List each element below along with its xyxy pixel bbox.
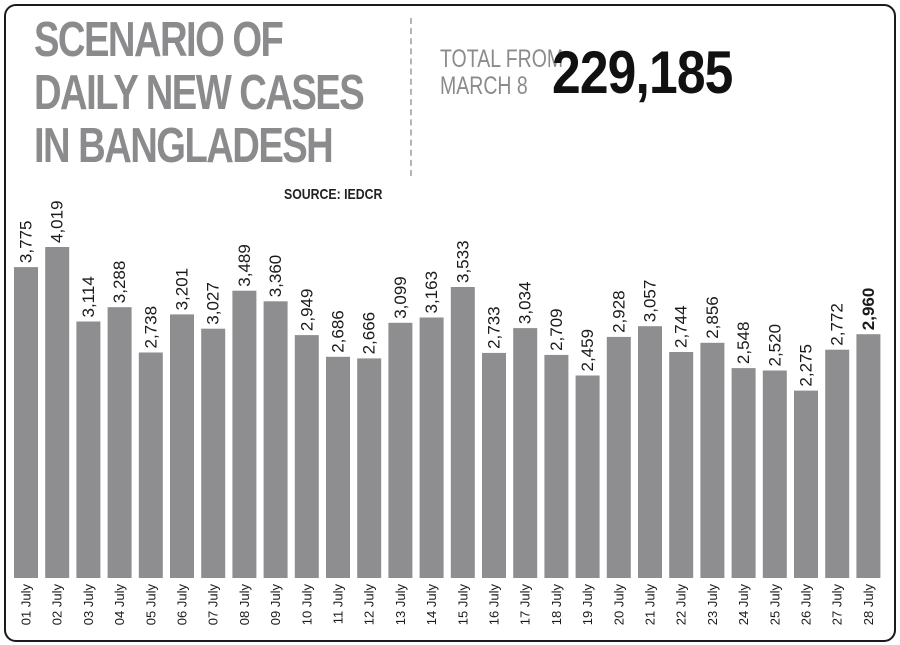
value-label: 3,034	[516, 282, 535, 325]
bar-14-july	[419, 317, 444, 578]
value-label: 2,856	[703, 296, 722, 339]
value-label: 2,709	[547, 308, 566, 351]
value-label: 2,666	[360, 312, 379, 355]
category-label: 17 July	[518, 584, 533, 626]
bar-13-july	[388, 322, 413, 578]
bar-24-july	[731, 368, 756, 578]
category-label: 18 July	[549, 584, 564, 626]
category-label: 22 July	[674, 584, 689, 626]
category-label: 12 July	[362, 584, 377, 626]
value-label: 4,019	[48, 200, 67, 243]
value-label: 2,520	[765, 324, 784, 367]
bar-15-july	[450, 287, 475, 578]
category-label: 23 July	[705, 584, 720, 626]
bar-25-july	[762, 370, 787, 578]
category-label: 09 July	[268, 584, 283, 626]
bar-16-july	[482, 352, 506, 578]
value-label: 2,459	[578, 329, 597, 372]
value-label: 3,533	[453, 240, 472, 283]
source-credit: SOURCE: IEDCR	[284, 186, 383, 203]
value-label: 2,928	[609, 290, 628, 333]
title-line-1: SCENARIO OF	[34, 13, 284, 67]
category-label: 04 July	[112, 584, 127, 626]
category-label: 03 July	[81, 584, 96, 626]
bar-09-july	[263, 301, 288, 578]
bar-22-july	[669, 352, 694, 578]
bar-21-july	[638, 326, 662, 578]
category-label: 08 July	[237, 584, 252, 626]
category-label: 07 July	[206, 584, 221, 626]
value-label: 3,027	[204, 282, 223, 325]
category-label: 19 July	[580, 584, 595, 626]
category-label: 06 July	[175, 584, 190, 626]
value-label: 3,288	[110, 261, 129, 304]
bar-19-july	[575, 375, 600, 578]
title-line-3: IN BANGLADESH	[34, 119, 334, 173]
category-label: 02 July	[50, 584, 65, 626]
bar-06-july	[170, 314, 194, 578]
value-label: 3,099	[391, 276, 410, 319]
value-label: 2,548	[734, 322, 753, 365]
total-cases-value: 229,185	[552, 39, 733, 106]
value-label: 3,114	[79, 276, 98, 317]
value-label: 2,744	[672, 305, 691, 348]
category-label: 01 July	[19, 584, 34, 626]
category-label: 21 July	[643, 584, 658, 626]
category-label: 16 July	[487, 584, 502, 626]
category-label: 11 July	[331, 584, 346, 625]
value-label: 2,949	[297, 289, 316, 332]
title-line-2: DAILY NEW CASES	[34, 66, 365, 120]
category-label: 25 July	[767, 584, 782, 626]
value-label: 3,489	[235, 244, 254, 287]
total-label-line-1: TOTAL FROM	[440, 45, 564, 73]
bar-20-july	[606, 336, 631, 578]
value-label: 2,275	[797, 344, 816, 387]
value-label: 3,201	[173, 268, 192, 311]
bar-08-july	[232, 290, 257, 578]
bar-17-july	[513, 328, 538, 578]
value-label: 2,733	[485, 306, 504, 349]
value-label: 2,960	[859, 288, 878, 331]
category-label: 26 July	[799, 584, 814, 626]
category-label: 10 July	[299, 584, 314, 626]
value-label: 2,686	[329, 310, 348, 353]
bar-27-july	[825, 349, 850, 578]
category-label: 20 July	[611, 584, 626, 626]
value-label: 3,163	[422, 271, 441, 314]
bar-26-july	[794, 390, 818, 578]
bar-04-july	[107, 307, 132, 578]
category-label: 13 July	[393, 584, 408, 626]
value-label: 3,057	[641, 280, 660, 323]
header-divider	[410, 18, 412, 176]
category-label: 15 July	[455, 584, 470, 626]
category-label: 14 July	[424, 584, 439, 626]
category-label: 28 July	[861, 584, 876, 626]
bar-05-july	[138, 352, 163, 578]
bar-01-july	[14, 267, 38, 578]
value-label: 2,772	[828, 303, 847, 346]
bar-10-july	[294, 335, 319, 578]
value-label: 3,360	[266, 255, 285, 298]
bar-02-july	[45, 247, 70, 578]
bar-28-july	[856, 334, 881, 578]
category-label: 24 July	[736, 584, 751, 626]
bar-07-july	[201, 328, 226, 578]
bar-03-july	[76, 321, 101, 578]
category-label: 27 July	[830, 584, 845, 626]
bar-18-july	[544, 354, 569, 578]
chart-title: SCENARIO OF DAILY NEW CASES IN BANGLADES…	[34, 13, 365, 173]
category-label: 05 July	[143, 584, 158, 626]
value-label: 2,738	[141, 306, 160, 349]
bar-12-july	[357, 358, 382, 578]
value-label: 3,775	[17, 221, 36, 264]
total-label: TOTAL FROM MARCH 8	[440, 46, 563, 100]
bar-23-july	[700, 342, 725, 578]
bar-11-july	[326, 356, 350, 578]
total-label-line-2: MARCH 8	[440, 72, 528, 100]
